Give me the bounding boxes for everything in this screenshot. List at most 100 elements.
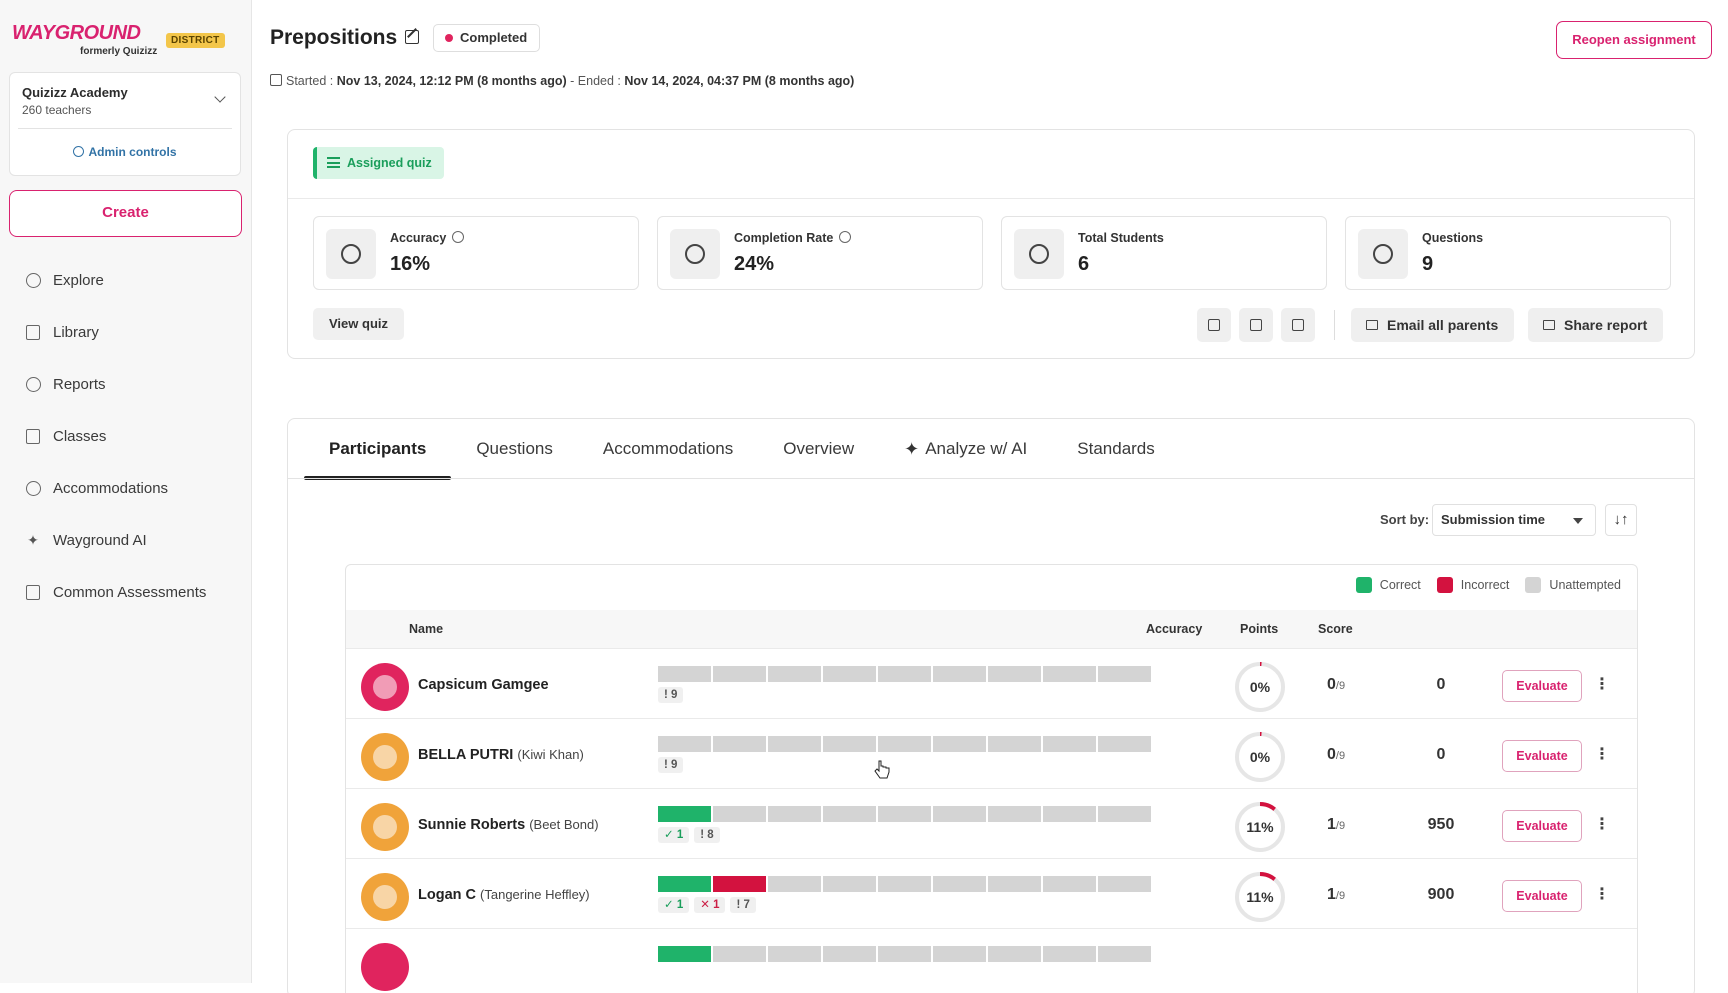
question-segment[interactable] xyxy=(1043,806,1096,822)
sidebar-item-common-assessments[interactable]: Common Assessments xyxy=(0,566,252,618)
question-segment[interactable] xyxy=(658,946,711,962)
sidebar-item-reports[interactable]: Reports xyxy=(0,358,252,410)
question-segment[interactable] xyxy=(1098,946,1151,962)
question-segment[interactable] xyxy=(988,806,1041,822)
tab-accommodations[interactable]: Accommodations xyxy=(602,439,734,458)
question-segment[interactable] xyxy=(878,946,931,962)
question-segment[interactable] xyxy=(823,736,876,752)
tab-overview[interactable]: Overview xyxy=(783,439,855,458)
info-icon[interactable] xyxy=(452,231,465,243)
sidebar-item-classes[interactable]: Classes xyxy=(0,410,252,462)
info-icon[interactable] xyxy=(839,231,852,243)
more-options-icon[interactable]: ⋮ xyxy=(1594,676,1610,693)
email-all-parents-button[interactable]: Email all parents xyxy=(1351,308,1515,342)
question-segment[interactable] xyxy=(933,946,986,962)
question-segment[interactable] xyxy=(878,666,931,682)
evaluate-button[interactable]: Evaluate xyxy=(1502,880,1582,912)
question-segment[interactable] xyxy=(1098,806,1151,822)
question-segment[interactable] xyxy=(1098,876,1151,892)
tab-questions[interactable]: Questions xyxy=(476,439,553,458)
question-segment[interactable] xyxy=(988,946,1041,962)
question-segment[interactable] xyxy=(713,876,766,892)
points-value: 0/9 xyxy=(1327,746,1346,763)
table-row[interactable] xyxy=(346,928,1637,993)
print-button[interactable] xyxy=(1239,308,1273,342)
question-segment[interactable] xyxy=(713,666,766,682)
edit-icon[interactable] xyxy=(405,30,419,44)
table-row[interactable]: Logan C (Tangerine Heffley) ✓ 1 ✕ 1! 7 11% 1… xyxy=(346,858,1637,935)
question-segment[interactable] xyxy=(768,736,821,752)
participant-name[interactable]: Logan C (Tangerine Heffley) xyxy=(418,887,590,903)
question-segment[interactable] xyxy=(933,806,986,822)
participant-name[interactable]: Sunnie Roberts (Beet Bond) xyxy=(418,817,599,833)
question-segment[interactable] xyxy=(768,946,821,962)
question-segment[interactable] xyxy=(658,736,711,752)
evaluate-button[interactable]: Evaluate xyxy=(1502,670,1582,702)
question-segment[interactable] xyxy=(1098,736,1151,752)
question-segment[interactable] xyxy=(768,666,821,682)
question-segment[interactable] xyxy=(713,736,766,752)
question-segment[interactable] xyxy=(823,946,876,962)
delete-button[interactable] xyxy=(1197,308,1231,342)
status-dot xyxy=(445,34,453,42)
sidebar-item-wayground-ai[interactable]: ✦ Wayground AI xyxy=(0,514,252,566)
table-row[interactable]: Sunnie Roberts (Beet Bond) ✓ 1! 8 11% 1/9 95… xyxy=(346,788,1637,865)
question-segment[interactable] xyxy=(768,876,821,892)
question-segment[interactable] xyxy=(878,876,931,892)
question-segment[interactable] xyxy=(1043,946,1096,962)
question-segment[interactable] xyxy=(823,876,876,892)
question-segment[interactable] xyxy=(933,876,986,892)
sidebar-item-explore[interactable]: Explore xyxy=(0,254,252,306)
participant-name[interactable]: Capsicum Gamgee xyxy=(418,677,549,693)
tab-analyze-ai[interactable]: ✦ Analyze w/ AI xyxy=(879,419,1052,479)
chevron-down-icon[interactable] xyxy=(214,91,226,103)
more-options-icon[interactable]: ⋮ xyxy=(1594,816,1610,833)
sort-order-button[interactable]: ↓↑ xyxy=(1605,504,1637,536)
question-segment[interactable] xyxy=(933,666,986,682)
sidebar-item-accommodations[interactable]: Accommodations xyxy=(0,462,252,514)
table-row[interactable]: BELLA PUTRI (Kiwi Khan) ! 9 0% 0/9 0 Evaluate… xyxy=(346,718,1637,795)
question-segment[interactable] xyxy=(988,876,1041,892)
more-options-icon[interactable]: ⋮ xyxy=(1594,886,1610,903)
participant-name[interactable]: BELLA PUTRI (Kiwi Khan) xyxy=(418,747,584,763)
brand-logo[interactable]: WAYGROUND formerly Quizizz xyxy=(12,22,157,57)
sidebar-item-library[interactable]: Library xyxy=(0,306,252,358)
question-segment[interactable] xyxy=(713,946,766,962)
legend-swatch xyxy=(1436,577,1453,593)
question-segment[interactable] xyxy=(768,806,821,822)
question-progress-bar xyxy=(658,946,1205,962)
view-quiz-button[interactable]: View quiz xyxy=(313,308,404,340)
tab-standards[interactable]: Standards xyxy=(1077,439,1155,458)
create-button[interactable]: Create xyxy=(9,190,242,237)
question-segment[interactable] xyxy=(658,876,711,892)
question-segment[interactable] xyxy=(1043,666,1096,682)
admin-controls-link[interactable]: Admin controls xyxy=(10,145,240,159)
header-score: Score xyxy=(1318,622,1353,636)
question-segment[interactable] xyxy=(658,666,711,682)
question-segment[interactable] xyxy=(823,806,876,822)
sort-select[interactable]: Submission time xyxy=(1432,504,1596,536)
question-segment[interactable] xyxy=(1098,666,1151,682)
question-segment[interactable] xyxy=(878,736,931,752)
share-report-label: Share report xyxy=(1564,317,1648,333)
legend-unattempted: Unattempted xyxy=(1525,577,1621,593)
evaluate-button[interactable]: Evaluate xyxy=(1502,810,1582,842)
question-segment[interactable] xyxy=(713,806,766,822)
question-segment[interactable] xyxy=(988,666,1041,682)
reopen-assignment-button[interactable]: Reopen assignment xyxy=(1556,21,1712,59)
question-segment[interactable] xyxy=(988,736,1041,752)
table-row[interactable]: Capsicum Gamgee ! 9 0% 0/9 0 Evaluate ⋮ xyxy=(346,648,1637,725)
question-segment[interactable] xyxy=(878,806,931,822)
mail-icon xyxy=(1366,320,1378,330)
org-switcher[interactable]: Quizizz Academy 260 teachers Admin contr… xyxy=(9,72,241,176)
download-button[interactable] xyxy=(1281,308,1315,342)
question-segment[interactable] xyxy=(933,736,986,752)
question-segment[interactable] xyxy=(823,666,876,682)
tab-participants[interactable]: Participants xyxy=(304,419,452,480)
more-options-icon[interactable]: ⋮ xyxy=(1594,746,1610,763)
question-segment[interactable] xyxy=(1043,736,1096,752)
evaluate-button[interactable]: Evaluate xyxy=(1502,740,1582,772)
share-report-button[interactable]: Share report xyxy=(1528,308,1664,342)
question-segment[interactable] xyxy=(658,806,711,822)
question-segment[interactable] xyxy=(1043,876,1096,892)
